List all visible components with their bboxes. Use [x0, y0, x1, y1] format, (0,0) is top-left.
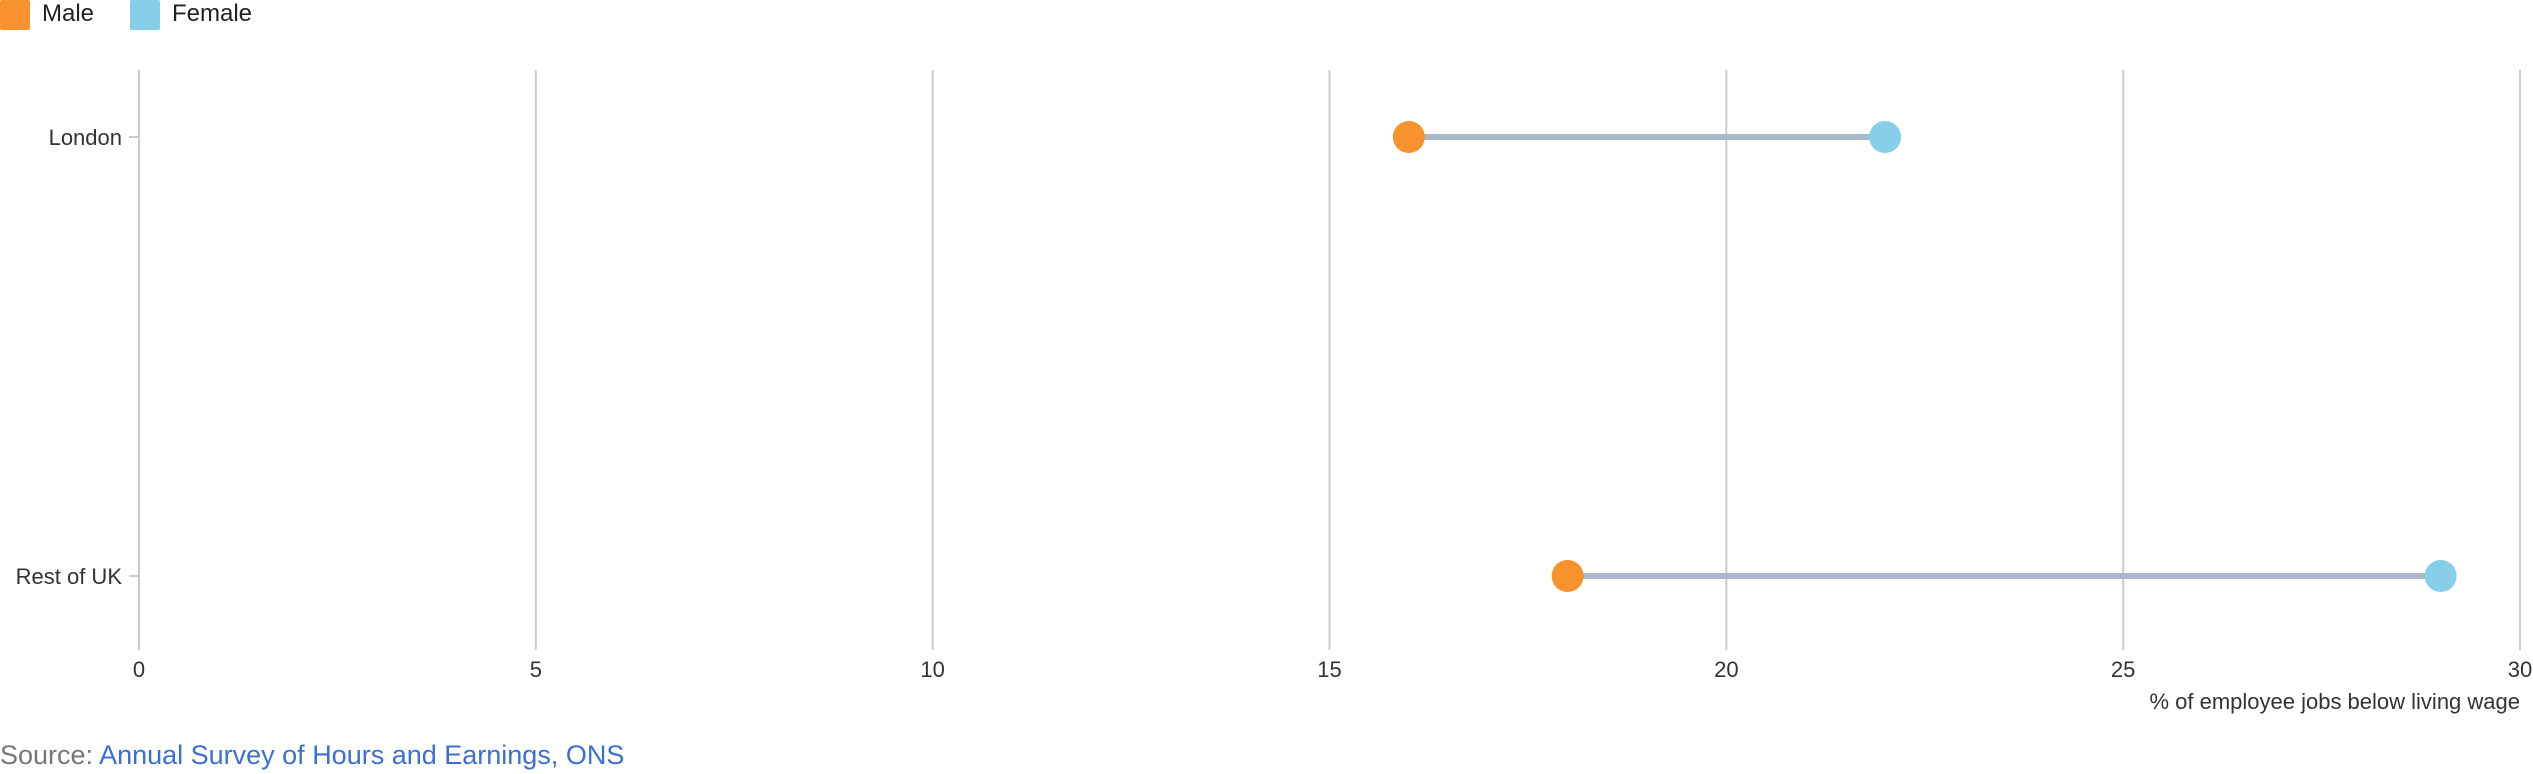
- x-tick-label-20: 20: [1714, 657, 1738, 682]
- x-tick-label-5: 5: [530, 657, 542, 682]
- legend-swatch-male: [0, 0, 30, 30]
- x-tick-label-15: 15: [1317, 657, 1341, 682]
- point-female-london: [1869, 121, 1902, 153]
- point-male-london: [1392, 121, 1425, 153]
- x-tick-label-10: 10: [920, 657, 944, 682]
- grid: [138, 70, 2521, 650]
- legend-label-female: Female: [172, 0, 252, 27]
- y-axis: London Rest of UK: [16, 125, 139, 589]
- legend-swatch-female: [130, 0, 160, 30]
- point-female-rest-of-uk: [2424, 560, 2457, 592]
- category-label-rest-of-uk: Rest of UK: [16, 564, 123, 589]
- source-prefix: Source:: [0, 740, 100, 770]
- data-marks: [1392, 121, 2457, 592]
- source-link[interactable]: Annual Survey of Hours and Earnings, ONS: [99, 740, 625, 770]
- x-tick-label-30: 30: [2508, 657, 2532, 682]
- chart: Male Female London Rest of UK 0 5 10 15 20 25 30…: [0, 0, 2532, 714]
- x-axis-title: % of employee jobs below living wage: [2149, 689, 2520, 714]
- legend-label-male: Male: [42, 0, 94, 27]
- x-axis: 0 5 10 15 20 25 30: [133, 657, 2532, 682]
- point-male-rest-of-uk: [1551, 560, 1584, 592]
- legend: Male Female: [0, 0, 252, 30]
- x-tick-label-0: 0: [133, 657, 145, 682]
- category-label-london: London: [49, 125, 122, 150]
- x-tick-label-25: 25: [2111, 657, 2135, 682]
- source-note: Source: Annual Survey of Hours and Earni…: [0, 740, 624, 771]
